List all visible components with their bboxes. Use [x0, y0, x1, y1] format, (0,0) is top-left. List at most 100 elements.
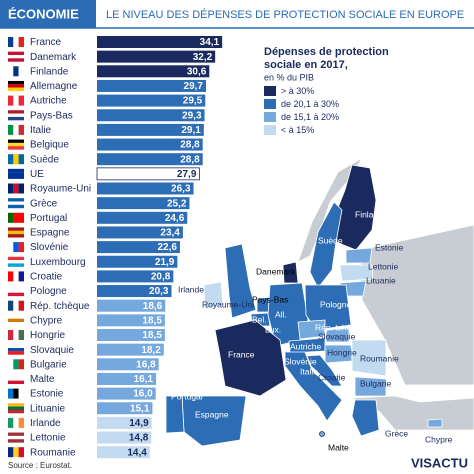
legend-title: Dépenses de protection sociale en 2017,	[264, 46, 389, 71]
flag	[8, 256, 24, 261]
flag	[8, 318, 24, 323]
bar	[97, 65, 210, 78]
value-label: 29,3	[182, 110, 202, 121]
bar	[97, 138, 203, 151]
map-label: Slovénie	[284, 356, 317, 366]
category-label: Chypre	[30, 315, 63, 326]
flag	[13, 183, 19, 194]
category-label: Pologne	[30, 286, 67, 297]
map-label: Bel.	[252, 314, 267, 324]
flag	[8, 242, 14, 253]
flag	[8, 263, 24, 267]
bar	[97, 446, 150, 459]
flag	[8, 54, 24, 59]
legend-swatch	[264, 112, 276, 122]
italy	[284, 351, 343, 422]
flag	[8, 377, 24, 381]
flag	[8, 388, 14, 399]
map-label: Estonie	[375, 242, 404, 252]
map-labels: Finlande Suède Estonie Lettonie Lituanie Dane…	[171, 209, 453, 452]
flag	[8, 95, 14, 106]
greece	[351, 399, 380, 437]
category-label: Slovénie	[30, 242, 69, 253]
flag	[8, 417, 14, 428]
flag	[8, 409, 24, 414]
map-label: Autriche	[290, 341, 321, 351]
flag	[18, 300, 24, 311]
flag	[8, 212, 14, 223]
value-label: 28,8	[180, 140, 200, 151]
map-label: Royaume-Uni	[202, 299, 254, 309]
bar	[97, 387, 156, 400]
category-label: France	[30, 37, 62, 48]
flag	[8, 172, 24, 176]
flag	[8, 201, 24, 205]
category-label: Pays-Bas	[30, 110, 73, 121]
map	[165, 156, 474, 447]
flag	[8, 344, 24, 349]
bar	[97, 109, 205, 122]
non-eu-land	[359, 224, 474, 386]
bulgaria	[354, 376, 387, 397]
category-label: Luxembourg	[30, 257, 86, 268]
bar	[97, 241, 180, 254]
bar	[97, 94, 206, 107]
flag	[13, 330, 19, 340]
flag	[8, 322, 24, 326]
bar	[97, 123, 204, 136]
flag	[13, 66, 19, 77]
legend-label: de 15,1 à 20%	[281, 112, 339, 122]
romania	[351, 339, 387, 377]
category-label: Hongrie	[30, 330, 65, 341]
flag	[8, 380, 24, 385]
section: ÉCONOMIE	[8, 6, 79, 21]
category-label: Autriche	[30, 96, 67, 107]
value-label: 16,1	[134, 374, 154, 385]
czechia	[297, 319, 326, 340]
flag	[8, 51, 24, 56]
flag	[8, 58, 24, 62]
map-label: Hongrie	[327, 347, 357, 357]
category-label: Bulgarie	[30, 359, 67, 370]
flag	[18, 242, 24, 253]
france	[214, 319, 287, 397]
bar	[97, 358, 159, 371]
category-label: Lettonie	[30, 433, 66, 444]
flag	[13, 388, 19, 399]
slovakia	[325, 327, 350, 343]
flag	[8, 198, 24, 202]
map-label: Roumanie	[360, 353, 399, 363]
value-label: 14,9	[129, 418, 149, 429]
category-label: Lituanie	[30, 403, 65, 414]
ireland	[203, 281, 224, 310]
flag	[13, 271, 19, 282]
value-label: 27,9	[177, 169, 197, 180]
category-label: Espagne	[30, 228, 70, 239]
flag	[8, 168, 24, 173]
category-label: Portugal	[30, 213, 67, 224]
flag	[18, 359, 24, 370]
value-label: 26,3	[171, 184, 191, 195]
brand: VISACTU	[411, 455, 468, 470]
value-label: 14,4	[127, 447, 147, 458]
legend-label: < à 15%	[281, 125, 314, 135]
map-label: Malte	[328, 442, 349, 452]
value-label: 23,4	[160, 228, 180, 239]
category-label: Danemark	[30, 52, 77, 63]
flag	[13, 300, 19, 311]
category-label: Allemagne	[30, 81, 78, 92]
value-label: 30,6	[187, 66, 207, 77]
legend-subtitle: en % du PIB	[264, 72, 314, 82]
portugal	[165, 395, 185, 434]
flag	[13, 37, 19, 47]
flag	[8, 175, 24, 179]
non-eu-land	[350, 395, 474, 431]
bar	[97, 314, 165, 327]
flag	[8, 292, 24, 297]
source: Source : Eurostat.	[8, 461, 72, 470]
map-label: Grèce	[385, 428, 408, 438]
bar	[97, 270, 174, 283]
bar	[97, 343, 164, 356]
flag	[18, 66, 24, 77]
flag	[8, 113, 24, 117]
